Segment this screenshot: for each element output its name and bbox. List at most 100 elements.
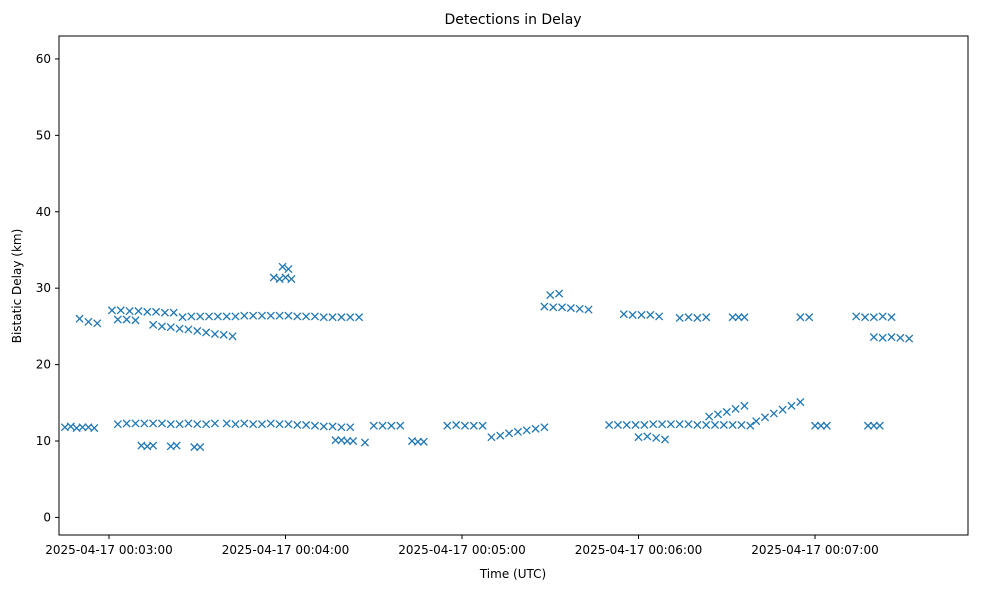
data-point — [134, 307, 143, 316]
data-point — [196, 443, 205, 452]
data-point — [652, 433, 661, 443]
data-point — [555, 289, 564, 298]
data-point — [202, 420, 211, 429]
data-point — [278, 262, 287, 271]
data-point — [202, 328, 211, 337]
data-point — [222, 312, 231, 321]
data-point — [346, 423, 355, 432]
data-point — [149, 419, 158, 428]
data-point — [210, 329, 219, 339]
data-point — [869, 333, 878, 342]
data-point — [178, 313, 187, 322]
data-point — [257, 420, 267, 429]
data-point — [887, 333, 896, 342]
data-point — [84, 317, 93, 326]
data-point — [805, 313, 814, 322]
data-point — [760, 413, 770, 422]
data-point — [175, 324, 184, 333]
data-point — [540, 423, 549, 432]
data-point — [505, 429, 514, 438]
data-point — [740, 401, 749, 410]
data-point — [354, 313, 364, 322]
data-point — [293, 420, 302, 430]
data-point — [143, 307, 152, 316]
data-point — [822, 421, 831, 430]
data-point — [172, 441, 181, 450]
data-point — [622, 420, 631, 430]
data-point — [852, 312, 861, 321]
x-tick-label: 2025-04-17 00:03:00 — [45, 543, 172, 557]
data-point — [655, 312, 664, 321]
y-tick-label: 40 — [36, 205, 51, 219]
data-point — [575, 304, 584, 313]
data-point — [131, 419, 140, 428]
data-point — [222, 419, 231, 428]
data-point — [646, 310, 655, 319]
x-tick-label: 2025-04-17 00:05:00 — [398, 543, 525, 557]
data-point — [343, 436, 352, 446]
data-point — [269, 273, 278, 282]
data-point — [257, 311, 267, 320]
data-point — [649, 420, 658, 429]
data-point — [90, 423, 99, 433]
data-point — [337, 313, 346, 322]
data-point — [905, 334, 914, 343]
data-point — [169, 308, 178, 317]
data-point — [387, 421, 396, 430]
data-point — [734, 313, 743, 322]
data-point — [78, 423, 87, 432]
data-point — [122, 419, 131, 428]
data-point — [860, 313, 870, 322]
data-point — [240, 419, 249, 428]
data-point — [160, 308, 169, 317]
data-point — [631, 420, 640, 430]
data-point — [546, 290, 555, 300]
data-point — [878, 333, 887, 342]
data-point — [369, 421, 378, 430]
data-point — [240, 311, 249, 320]
data-point — [249, 311, 258, 320]
data-point — [287, 274, 296, 284]
data-point — [275, 274, 284, 284]
data-point — [275, 311, 284, 320]
data-point — [284, 311, 293, 320]
data-point — [460, 421, 470, 430]
y-tick-label: 50 — [36, 128, 51, 142]
data-point — [113, 315, 122, 324]
data-point — [140, 419, 149, 428]
data-point — [166, 420, 175, 429]
data-point — [713, 410, 723, 419]
data-point — [302, 312, 311, 321]
data-point — [469, 421, 478, 430]
data-point — [113, 420, 122, 429]
data-point — [122, 315, 131, 324]
data-point — [705, 412, 714, 421]
plot-markers — [60, 262, 914, 452]
x-tick-label: 2025-04-17 00:04:00 — [222, 543, 349, 557]
data-point — [193, 420, 202, 429]
data-point — [878, 312, 887, 321]
data-point — [131, 316, 140, 325]
data-point — [619, 310, 628, 319]
data-point — [266, 311, 275, 320]
data-point — [643, 432, 652, 441]
data-point — [116, 306, 125, 315]
data-point — [875, 421, 884, 430]
data-point — [66, 422, 75, 431]
data-point — [605, 420, 614, 430]
data-point — [719, 420, 728, 430]
data-point — [319, 313, 328, 322]
data-point — [657, 420, 667, 429]
data-point — [319, 422, 328, 431]
data-point — [378, 421, 387, 430]
data-point — [284, 265, 293, 274]
data-point — [152, 307, 161, 316]
data-point — [693, 420, 702, 430]
data-point — [349, 436, 358, 446]
data-point — [443, 421, 452, 430]
data-point — [746, 421, 755, 430]
data-point — [396, 421, 405, 430]
data-point — [778, 405, 787, 414]
data-point — [666, 420, 675, 429]
